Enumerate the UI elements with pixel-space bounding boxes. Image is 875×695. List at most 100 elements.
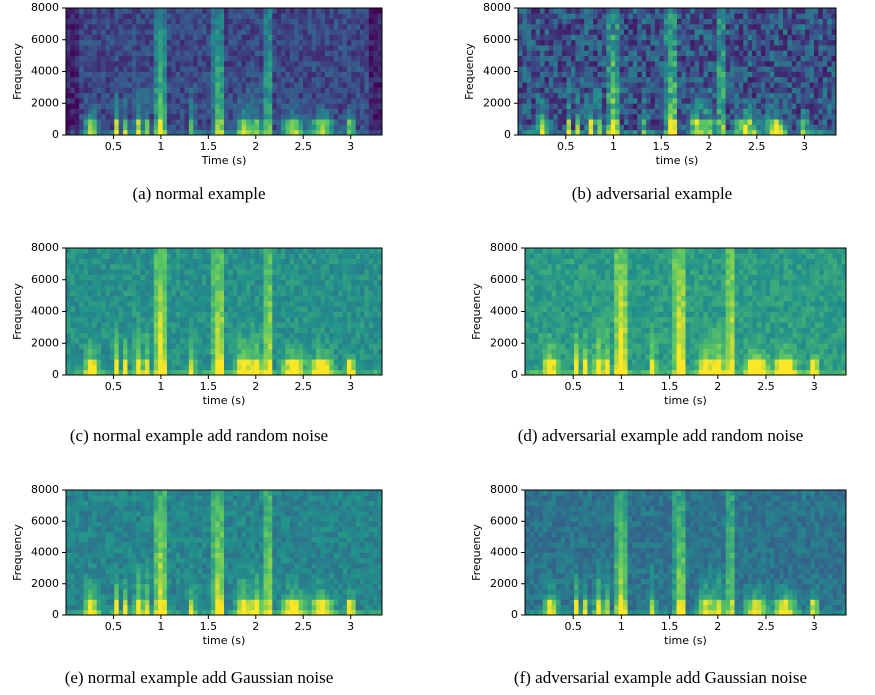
spectrogram-cell (180, 258, 185, 265)
spectrogram-cell (105, 359, 111, 365)
spectrogram-cell (707, 103, 713, 109)
spectrogram-cell (259, 332, 264, 339)
spectrogram-cell (228, 124, 234, 131)
spectrogram-cell (813, 23, 819, 30)
spectrogram-cell (544, 8, 550, 14)
spectrogram-cell (694, 55, 700, 62)
spectrogram-cell (725, 113, 731, 120)
spectrogram-cell (809, 108, 815, 115)
spectrogram-cell (96, 82, 102, 88)
spectrogram-cell (206, 248, 212, 254)
spectrogram-cell (241, 82, 247, 88)
spectrogram-cell (342, 34, 348, 41)
spectrogram-cell (544, 34, 550, 41)
spectrogram-cell (70, 369, 76, 376)
spectrogram-cell (677, 103, 682, 109)
spectrogram-cell (153, 18, 159, 25)
spectrogram-cell (87, 263, 93, 270)
spectrogram-cell (197, 306, 203, 312)
spectrogram-cell (364, 92, 370, 99)
spectrogram-cell (79, 71, 84, 78)
spectrogram-cell (294, 348, 300, 355)
spectrogram-cell (364, 108, 370, 115)
spectrogram-cell (210, 119, 216, 125)
spectrogram-cell (791, 113, 797, 120)
spectrogram-cell (360, 129, 365, 136)
spectrogram-cell (774, 50, 779, 57)
spectrogram-cell (535, 45, 541, 51)
spectrogram-cell (79, 311, 84, 318)
spectrogram-cell (747, 119, 753, 125)
spectrogram-cell (320, 306, 326, 312)
spectrogram-cell (355, 82, 361, 88)
spectrogram-cell (175, 29, 181, 35)
spectrogram-cell (544, 18, 550, 25)
spectrogram-cell (140, 369, 146, 376)
spectrogram-cell (298, 269, 304, 275)
spectrogram-cell (272, 23, 278, 30)
spectrogram-cell (166, 39, 172, 46)
spectrogram-cell (677, 8, 682, 14)
spectrogram-cell (92, 103, 98, 109)
spectrogram-cell (791, 87, 797, 94)
spectrogram-cell (734, 13, 740, 19)
spectrogram-cell (109, 108, 115, 115)
spectrogram-cell (92, 108, 98, 115)
spectrogram-cell (180, 300, 185, 307)
spectrogram-cell (215, 337, 221, 344)
spectrogram-cell (162, 60, 168, 67)
spectrogram-cell (311, 103, 317, 109)
spectrogram-cell (272, 87, 278, 94)
spectrogram-cell (716, 113, 722, 120)
spectrogram-cell (158, 113, 163, 120)
spectrogram-cell (215, 82, 221, 88)
spectrogram-cell (294, 92, 300, 99)
spectrogram-cell (632, 103, 638, 109)
spectrogram-cell (606, 87, 612, 94)
spectrogram-cell (66, 50, 71, 57)
spectrogram-cell (619, 76, 625, 83)
spectrogram-cell (184, 269, 190, 275)
spectrogram-cell (818, 39, 824, 46)
spectrogram-cell (831, 8, 837, 14)
spectrogram-cell (219, 34, 225, 41)
spectrogram-cell (351, 92, 357, 99)
spectrogram-cell (518, 60, 523, 67)
spectrogram-cell (822, 50, 828, 57)
spectrogram-cell (74, 306, 80, 312)
spectrogram-cell (822, 39, 828, 46)
spectrogram-cell (668, 55, 673, 62)
spectrogram-cell (535, 50, 541, 57)
spectrogram-cell (681, 71, 687, 78)
spectrogram-cell (329, 8, 335, 14)
spectrogram-cell (70, 97, 76, 104)
spectrogram-cell (562, 66, 567, 72)
spectrogram-cell (197, 248, 203, 254)
spectrogram-cell (259, 45, 264, 51)
spectrogram-cell (747, 55, 753, 62)
spectrogram-cell (267, 55, 273, 62)
spectrogram-cell (311, 129, 317, 136)
spectrogram-cell (760, 18, 766, 25)
spectrogram-cell (118, 258, 124, 265)
spectrogram-cell (114, 274, 120, 281)
spectrogram-cell (96, 50, 102, 57)
spectrogram-cell (83, 119, 89, 125)
spectrogram-cell (377, 45, 383, 51)
spectrogram-cell (747, 45, 753, 51)
spectrogram-cell (668, 18, 673, 25)
spectrogram-cell (827, 92, 832, 99)
spectrogram-cell (114, 253, 120, 259)
spectrogram-cell (725, 34, 731, 41)
spectrogram-cell (765, 8, 771, 14)
spectrogram-cell (123, 359, 128, 365)
spectrogram-cell (250, 253, 256, 259)
spectrogram-cell (254, 269, 260, 275)
spectrogram-cell (96, 311, 102, 318)
spectrogram-cell (342, 55, 348, 62)
spectrogram-cell (105, 316, 111, 323)
spectrogram-cell (276, 13, 282, 19)
spectrogram-cell (123, 274, 128, 281)
spectrogram-cell (377, 108, 383, 115)
spectrogram-cell (285, 353, 291, 360)
